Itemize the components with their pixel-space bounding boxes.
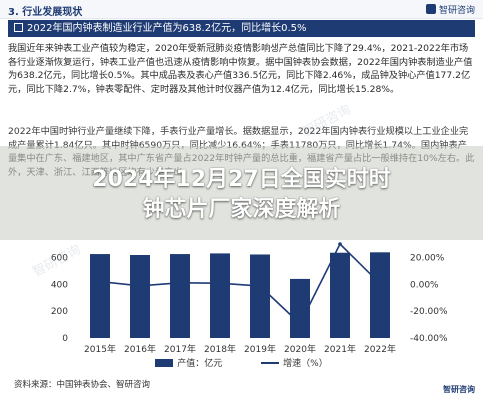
x-axis-label: 2020年 bbox=[284, 343, 316, 355]
x-axis-label: 2022年 bbox=[364, 343, 396, 355]
legend-line-label: 增速（%） bbox=[283, 359, 328, 369]
brand-logo-icon bbox=[425, 4, 436, 14]
y-right-tick-label: -20.00% bbox=[410, 307, 448, 317]
growth-rate-point bbox=[98, 279, 102, 284]
production-bar bbox=[210, 253, 230, 338]
growth-rate-point bbox=[338, 242, 342, 246]
x-axis-label: 2016年 bbox=[124, 343, 156, 355]
production-bar bbox=[290, 278, 310, 338]
footer-brand: 智研咨询 bbox=[443, 385, 475, 394]
production-bar bbox=[90, 254, 110, 338]
headline-line-2: 钟芯片厂家深度解析 bbox=[142, 197, 341, 222]
production-bar bbox=[250, 254, 270, 338]
y-left-tick-label: 400 bbox=[51, 280, 68, 290]
headline: 2024年12月27日全国实时时 钟芯片厂家深度解析 bbox=[0, 165, 483, 225]
production-bar bbox=[130, 255, 150, 338]
growth-rate-line bbox=[99, 242, 381, 326]
source-note: 资料来源：中国钟表协会、智研咨询 bbox=[14, 380, 151, 390]
production-bar bbox=[370, 252, 390, 338]
legend-bar-swatch bbox=[155, 359, 174, 367]
y-right-tick-label: 0.00% bbox=[410, 280, 439, 290]
brand-name: 智研咨询 bbox=[438, 6, 475, 16]
top-bar: 3. 行业发展现状 智研咨询 bbox=[0, 0, 483, 19]
brand-header: 智研咨询 bbox=[425, 3, 475, 16]
headline-line-1: 2024年12月27日全国实时时 bbox=[92, 167, 391, 192]
y-left-tick-label: 0 bbox=[62, 334, 68, 344]
legend-item-line: 增速（%） bbox=[261, 356, 328, 369]
chart-legend: 产值：亿元 增速（%） bbox=[0, 356, 483, 372]
growth-rate-points bbox=[98, 242, 382, 326]
headline-overlay bbox=[0, 146, 483, 240]
growth-rate-point bbox=[258, 284, 262, 288]
paragraph-1: 我国近年来钟表工业产值较为稳定，2020年受新冠肺炎疫情影响생产总值同比下降了2… bbox=[8, 43, 473, 95]
left-axis-ticks: 600 400 200 0 bbox=[51, 253, 68, 344]
growth-rate-point bbox=[138, 283, 142, 288]
legend-line-swatch bbox=[261, 362, 280, 364]
legend-bar-label: 产值：亿元 bbox=[177, 359, 223, 369]
y-right-tick-label: -40.00% bbox=[410, 334, 448, 344]
chart-icon bbox=[14, 23, 23, 32]
section-title: 3. 行业发展现状 bbox=[8, 7, 83, 18]
bars bbox=[90, 252, 390, 338]
y-left-tick-label: 200 bbox=[51, 307, 68, 317]
production-bar bbox=[170, 254, 190, 338]
y-left-tick-label: 600 bbox=[51, 253, 68, 263]
x-axis-label: 2021年 bbox=[324, 343, 356, 355]
production-chart: 600 400 200 0 20.00% 0.00% -20.00% -40.00% 201… bbox=[51, 242, 448, 355]
x-axis-label: 2019年 bbox=[244, 343, 276, 355]
x-axis-label: 2017年 bbox=[164, 343, 196, 355]
right-axis-ticks: 20.00% 0.00% -20.00% -40.00% bbox=[410, 253, 448, 344]
growth-rate-point bbox=[378, 281, 382, 286]
growth-rate-point bbox=[178, 281, 182, 285]
figure-title-text: 2022年国内钟表制造业行业产值为638.2亿元，同比增长0.5% bbox=[27, 23, 307, 34]
x-axis-labels: 2015年 2016年 2017年 2018年 2019年 2020年 2021年 2022年 bbox=[84, 343, 396, 355]
production-bar bbox=[330, 252, 350, 338]
x-axis-label: 2015年 bbox=[84, 343, 116, 355]
growth-rate-point bbox=[218, 281, 222, 286]
y-right-tick-label: 20.00% bbox=[410, 253, 445, 263]
legend-item-bar: 产值：亿元 bbox=[155, 356, 222, 369]
x-axis-label: 2018年 bbox=[204, 343, 236, 355]
growth-rate-point bbox=[298, 321, 302, 326]
figure-title: 2022年国内钟表制造业行业产值为638.2亿元，同比增长0.5% bbox=[8, 20, 475, 37]
